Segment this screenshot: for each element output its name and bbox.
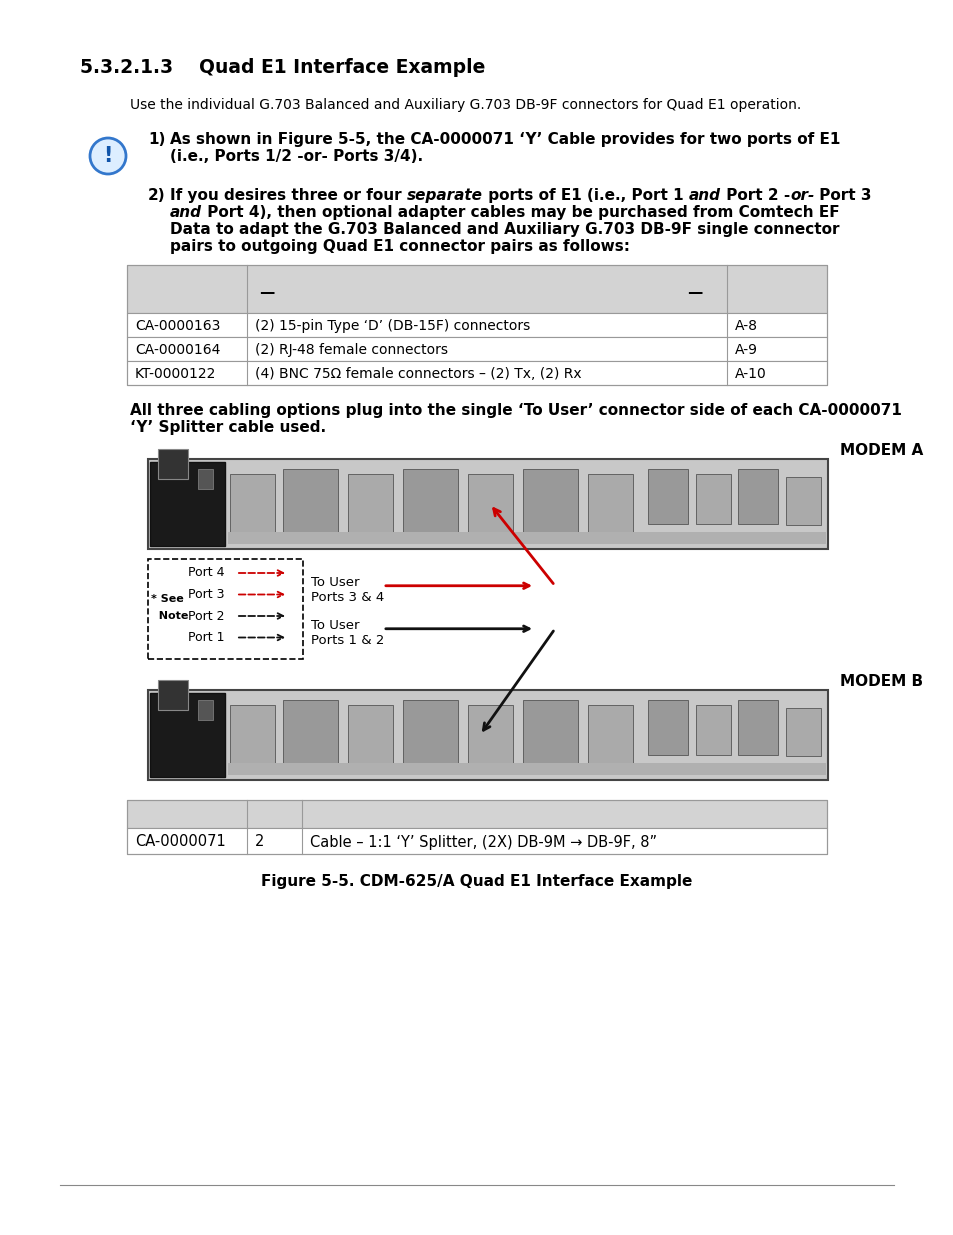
Text: and: and [170,205,202,220]
Text: 1): 1) [148,132,165,147]
FancyBboxPatch shape [696,705,730,755]
FancyBboxPatch shape [587,705,633,764]
Text: and: and [688,188,720,203]
FancyBboxPatch shape [348,705,393,764]
FancyBboxPatch shape [402,700,457,769]
FancyBboxPatch shape [230,474,274,534]
Text: Port 3: Port 3 [814,188,871,203]
Text: All three cabling options plug into the single ‘To User’ connector side of each : All three cabling options plug into the … [130,403,901,417]
Text: KT-0000122: KT-0000122 [135,367,216,382]
FancyBboxPatch shape [228,763,825,776]
Text: pairs to outgoing Quad E1 connector pairs as follows:: pairs to outgoing Quad E1 connector pair… [170,240,629,254]
Text: As shown in Figure 5-5, the CA-0000071 ‘Y’ Cable provides for two ports of E1: As shown in Figure 5-5, the CA-0000071 ‘… [170,132,840,147]
FancyBboxPatch shape [696,474,730,524]
Circle shape [90,138,126,174]
Text: Port 1: Port 1 [188,631,224,643]
FancyBboxPatch shape [348,474,393,534]
Text: Figure 5-5. CDM-625/A Quad E1 Interface Example: Figure 5-5. CDM-625/A Quad E1 Interface … [261,874,692,889]
Text: MODEM B: MODEM B [840,674,923,689]
FancyBboxPatch shape [283,469,337,538]
FancyBboxPatch shape [738,700,778,755]
FancyBboxPatch shape [148,690,827,781]
Text: separate: separate [406,188,482,203]
Text: Cable – 1:1 ‘Y’ Splitter, (2X) DB-9M → DB-9F, 8”: Cable – 1:1 ‘Y’ Splitter, (2X) DB-9M → D… [310,835,657,850]
FancyBboxPatch shape [647,700,687,755]
FancyBboxPatch shape [738,469,778,524]
Text: Port 3: Port 3 [188,588,224,601]
FancyBboxPatch shape [127,800,826,827]
FancyBboxPatch shape [148,559,303,659]
FancyBboxPatch shape [468,705,513,764]
Text: 2: 2 [254,835,264,850]
Text: 5.3.2.1.3    Quad E1 Interface Example: 5.3.2.1.3 Quad E1 Interface Example [80,58,485,77]
Text: Use the individual G.703 Balanced and Auxiliary G.703 DB-9F connectors for Quad : Use the individual G.703 Balanced and Au… [130,98,801,112]
Text: (2) RJ-48 female connectors: (2) RJ-48 female connectors [254,343,448,357]
Text: * See: * See [151,594,184,604]
FancyBboxPatch shape [198,469,213,489]
Text: Note: Note [151,611,188,621]
FancyBboxPatch shape [127,361,826,385]
Text: MODEM A: MODEM A [840,443,923,458]
FancyBboxPatch shape [148,459,827,550]
Text: —: — [686,285,701,300]
FancyBboxPatch shape [158,450,188,479]
Text: !: ! [103,146,112,165]
FancyBboxPatch shape [150,693,225,777]
FancyBboxPatch shape [230,705,274,764]
Text: Port 4: Port 4 [188,567,224,579]
Text: ports of E1 (i.e., Port 1: ports of E1 (i.e., Port 1 [482,188,688,203]
Text: If you desires three or four: If you desires three or four [170,188,406,203]
Text: A-8: A-8 [734,319,758,333]
FancyBboxPatch shape [198,700,213,720]
Text: Port 4), then optional adapter cables may be purchased from Comtech EF: Port 4), then optional adapter cables ma… [202,205,839,220]
FancyBboxPatch shape [587,474,633,534]
Text: CA-0000163: CA-0000163 [135,319,220,333]
Text: A-10: A-10 [734,367,766,382]
FancyBboxPatch shape [127,827,826,853]
FancyBboxPatch shape [522,469,578,538]
Text: or-: or- [789,188,814,203]
Text: CA-0000164: CA-0000164 [135,343,220,357]
FancyBboxPatch shape [127,337,826,361]
Text: Port 2 -: Port 2 - [720,188,789,203]
FancyBboxPatch shape [785,708,821,756]
Text: —: — [258,285,274,300]
Text: To User
Ports 1 & 2: To User Ports 1 & 2 [311,619,384,647]
FancyBboxPatch shape [402,469,457,538]
FancyBboxPatch shape [647,469,687,524]
FancyBboxPatch shape [468,474,513,534]
Text: (4) BNC 75Ω female connectors – (2) Tx, (2) Rx: (4) BNC 75Ω female connectors – (2) Tx, … [254,367,581,382]
Text: Port 2: Port 2 [188,610,224,622]
FancyBboxPatch shape [150,462,225,546]
FancyBboxPatch shape [127,266,826,312]
Text: A-9: A-9 [734,343,758,357]
FancyBboxPatch shape [158,680,188,710]
FancyBboxPatch shape [127,312,826,337]
Text: Data to adapt the G.703 Balanced and Auxiliary G.703 DB-9F single connector: Data to adapt the G.703 Balanced and Aux… [170,222,839,237]
Text: To User
Ports 3 & 4: To User Ports 3 & 4 [311,576,384,604]
Text: 2): 2) [148,188,166,203]
FancyBboxPatch shape [522,700,578,769]
FancyBboxPatch shape [228,532,825,543]
Text: (i.e., Ports 1/2 -or- Ports 3/4).: (i.e., Ports 1/2 -or- Ports 3/4). [170,149,423,164]
Text: CA-0000071: CA-0000071 [135,835,226,850]
Text: ‘Y’ Splitter cable used.: ‘Y’ Splitter cable used. [130,420,326,435]
FancyBboxPatch shape [785,477,821,525]
FancyBboxPatch shape [283,700,337,769]
Text: (2) 15-pin Type ‘D’ (DB-15F) connectors: (2) 15-pin Type ‘D’ (DB-15F) connectors [254,319,530,333]
